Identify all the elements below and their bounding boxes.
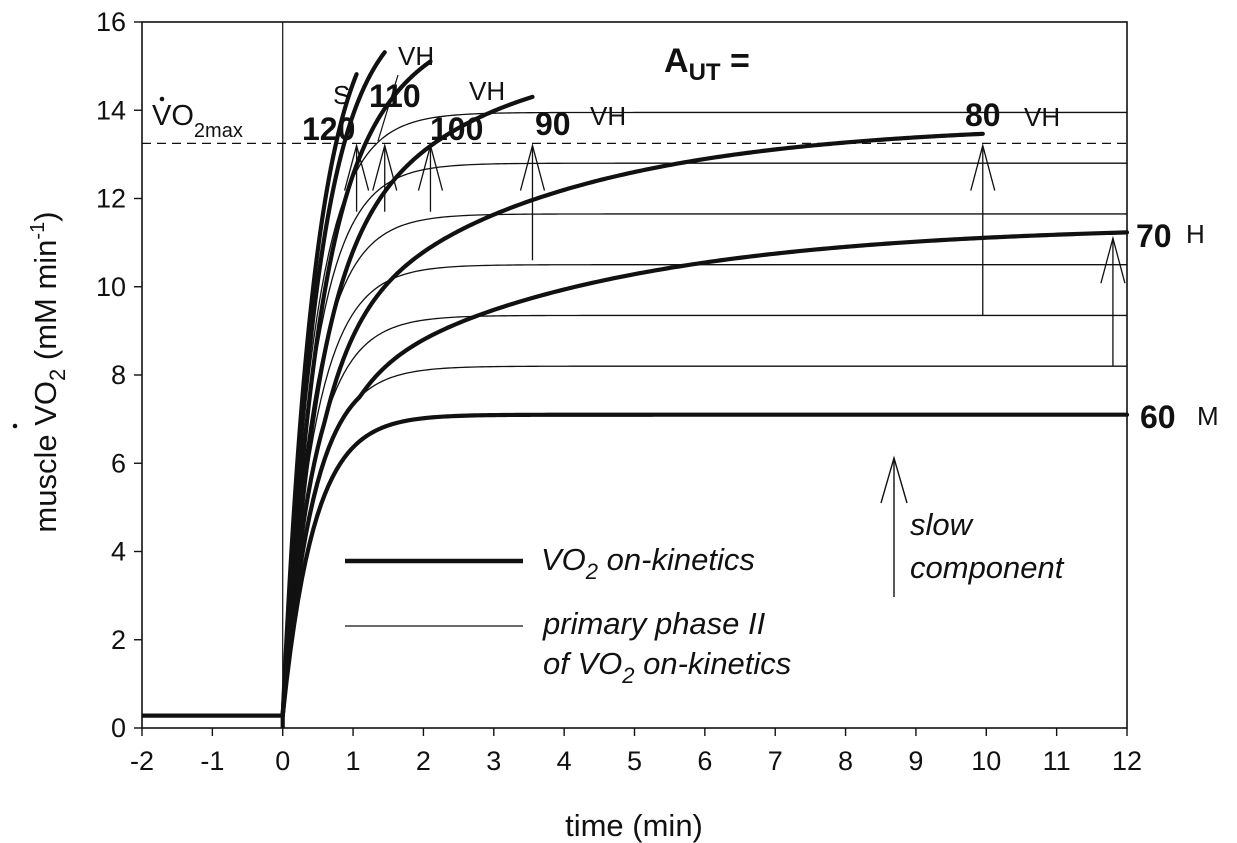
y-tick-label: 10 — [96, 272, 126, 302]
baseline-vo2-line — [142, 713, 285, 728]
zone-label-80: VH — [1024, 102, 1060, 132]
x-axis-title: time (min) — [565, 808, 703, 843]
slow-component-arrows — [343, 143, 1126, 367]
zone-label-120: S — [333, 80, 350, 110]
intensity-label-110: 110 — [369, 78, 421, 114]
x-tick-label: 4 — [557, 746, 572, 776]
aut-title: AUT = — [664, 42, 750, 86]
x-tick-label: -1 — [200, 746, 224, 776]
slow-arrow-2 — [417, 143, 444, 212]
intensity-label-70: 70 — [1136, 218, 1172, 254]
x-tick-label: 1 — [346, 746, 361, 776]
slow-arrow-head — [970, 143, 996, 191]
primary-curve-120 — [282, 111, 1127, 716]
zone-label-110: VH — [398, 41, 434, 71]
y-tick-label: 14 — [96, 95, 126, 125]
slow-arrow-5 — [1100, 235, 1126, 367]
zone-label-90: VH — [590, 101, 626, 131]
x-tick-label: 11 — [1043, 746, 1071, 776]
legend-thin-label-line1: primary phase II — [542, 606, 766, 641]
slow-arrow-0 — [343, 143, 370, 212]
slow-arrow-3 — [519, 143, 546, 261]
x-tick-label: 5 — [627, 746, 642, 776]
y-tick-label: 12 — [96, 184, 126, 214]
svg-text:muscle VO2 (mM min-1): muscle VO2 (mM min-1) — [27, 211, 70, 532]
x-tick-label: 12 — [1112, 746, 1142, 776]
x-tick-label: 3 — [486, 746, 501, 776]
slow-arrow-head — [372, 143, 398, 191]
intensity-label-60: 60 — [1140, 399, 1176, 435]
primary-curve-80 — [282, 314, 1127, 716]
vo2-on-kinetics-curves — [142, 50, 1130, 728]
label-leader-110 — [377, 74, 399, 142]
legend-thin-label-line2: of VO2 on-kinetics — [543, 646, 791, 688]
vo2-curve-70 — [280, 230, 1130, 718]
vo2-curve-120 — [280, 72, 359, 718]
legend-slow-arrow — [880, 455, 908, 597]
primary-curve-90 — [282, 264, 1127, 716]
x-tick-label: 6 — [697, 746, 712, 776]
y-tick-label: 4 — [111, 537, 126, 567]
y-tick-label: 16 — [96, 7, 126, 37]
x-tick-label: 10 — [971, 746, 1001, 776]
y-tick-label: 6 — [111, 448, 126, 478]
vo2-curve-80 — [280, 131, 985, 718]
legend: VO2 on-kinetics primary phase II of VO2 … — [345, 455, 1065, 688]
vo2max-dot — [159, 96, 165, 102]
vo2-curve-60 — [280, 412, 1130, 718]
x-tick-label: 0 — [275, 746, 290, 776]
y-tick-label: 2 — [111, 625, 126, 655]
primary-curve-70 — [282, 365, 1127, 716]
legend-slow-label-line1: slow — [910, 507, 975, 542]
zone-label-60: M — [1197, 401, 1219, 431]
y-tick-label: 0 — [111, 713, 126, 743]
x-tick-label: 9 — [908, 746, 923, 776]
intensity-label-90: 90 — [535, 106, 571, 142]
slow-arrow-head — [1100, 235, 1126, 284]
slow-arrow-head — [519, 143, 546, 191]
x-tick-label: 2 — [416, 746, 431, 776]
slow-arrow-4 — [970, 143, 996, 316]
x-tick-label: -2 — [130, 746, 154, 776]
legend-slow-label-line2: component — [910, 550, 1065, 585]
y-tick-label: 8 — [111, 360, 126, 390]
slow-arrow-1 — [372, 143, 398, 212]
svg-text:VO2max: VO2max — [152, 100, 243, 142]
vo2max-label: VO2max — [152, 96, 243, 142]
zone-label-70: H — [1186, 219, 1205, 249]
x-tick-label: 8 — [838, 746, 853, 776]
y-axis-title-dot — [12, 423, 18, 429]
intensity-label-100: 100 — [430, 111, 483, 147]
legend-thick-label: VO2 on-kinetics — [541, 542, 755, 584]
zone-label-100: VH — [469, 76, 505, 106]
vo2-curve-90 — [280, 94, 535, 718]
x-tick-label: 7 — [768, 746, 783, 776]
y-axis-title: muscle VO2 (mM min-1) — [27, 211, 70, 532]
slow-arrow-head — [343, 143, 370, 191]
slow-arrow-head — [417, 143, 444, 191]
intensity-label-120: 120 — [302, 111, 355, 147]
primary-curve-100 — [282, 213, 1127, 716]
intensity-label-80: 80 — [965, 97, 1001, 133]
